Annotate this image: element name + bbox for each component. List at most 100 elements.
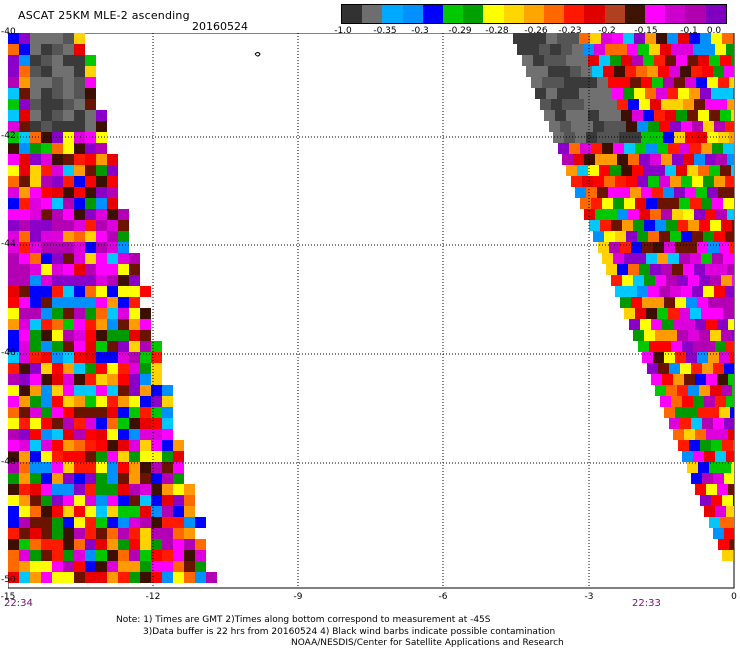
left-swath-cell xyxy=(19,253,30,264)
right-swath-cell xyxy=(662,319,673,330)
color-bar-swatch xyxy=(544,5,565,23)
left-swath-cell xyxy=(151,495,162,506)
left-swath-cell xyxy=(63,99,74,110)
left-swath-cell xyxy=(30,396,41,407)
left-swath-cell xyxy=(140,451,151,462)
right-swath-cell xyxy=(683,99,694,110)
right-swath-cell xyxy=(668,198,679,209)
right-swath-cell xyxy=(700,33,711,44)
left-swath-cell xyxy=(96,121,107,132)
color-bar-label: -0.3 xyxy=(411,26,429,36)
right-swath-cell xyxy=(689,88,700,99)
right-swath-cell xyxy=(693,451,704,462)
right-swath-cell xyxy=(711,440,722,451)
right-swath-cell xyxy=(535,33,546,44)
left-swath-cell xyxy=(107,396,118,407)
left-swath-cell xyxy=(85,132,96,143)
left-swath-cell xyxy=(140,330,151,341)
color-bar-swatch xyxy=(503,5,524,23)
left-swath-cell xyxy=(107,341,118,352)
color-bar-swatch xyxy=(463,5,484,23)
left-swath-cell xyxy=(96,264,107,275)
left-swath-cell xyxy=(74,231,85,242)
right-swath-cell xyxy=(721,330,732,341)
right-swath-cell xyxy=(727,209,734,220)
right-swath-cell xyxy=(719,242,730,253)
right-swath-cell xyxy=(599,165,610,176)
right-swath-cell xyxy=(633,330,644,341)
left-swath-cell xyxy=(41,44,52,55)
right-swath-cell xyxy=(655,220,666,231)
left-swath-cell xyxy=(19,572,30,583)
color-bar-label: -1.0 xyxy=(334,26,352,36)
right-swath-cell xyxy=(658,66,669,77)
left-swath-cell xyxy=(63,231,74,242)
left-swath-cell xyxy=(74,363,85,374)
left-swath-cell xyxy=(151,385,162,396)
left-swath-cell xyxy=(30,198,41,209)
left-swath-cell xyxy=(8,407,19,418)
left-swath-cell xyxy=(63,143,74,154)
left-swath-cell xyxy=(52,143,63,154)
right-swath-cell xyxy=(732,330,734,341)
right-swath-cell xyxy=(637,231,648,242)
left-swath-cell xyxy=(52,539,63,550)
left-swath-cell xyxy=(74,385,85,396)
left-swath-cell xyxy=(30,308,41,319)
right-swath-cell xyxy=(688,330,699,341)
left-swath xyxy=(8,33,217,583)
right-swath-cell xyxy=(623,33,634,44)
left-swath-cell xyxy=(8,198,19,209)
left-swath-cell xyxy=(107,165,118,176)
right-swath-cell xyxy=(713,363,724,374)
left-swath-cell xyxy=(184,572,195,583)
right-swath-cell xyxy=(575,132,586,143)
color-bar-swatch xyxy=(483,5,504,23)
left-swath-cell xyxy=(8,55,19,66)
right-swath-cell xyxy=(595,99,606,110)
left-swath-cell xyxy=(41,154,52,165)
right-swath-cell xyxy=(546,88,557,99)
left-swath-cell xyxy=(30,363,41,374)
left-swath-cell xyxy=(74,88,85,99)
left-swath-cell xyxy=(107,330,118,341)
left-swath-cell xyxy=(85,275,96,286)
left-swath-cell xyxy=(30,297,41,308)
right-swath-cell xyxy=(698,165,709,176)
left-swath-cell xyxy=(63,561,74,572)
left-swath-cell xyxy=(96,440,107,451)
right-swath-cell xyxy=(718,77,729,88)
left-swath-cell xyxy=(19,495,30,506)
left-swath-cell xyxy=(8,363,19,374)
right-swath-cell xyxy=(692,121,703,132)
right-swath-cell xyxy=(676,110,687,121)
right-swath-cell xyxy=(688,385,699,396)
left-swath-cell xyxy=(129,341,140,352)
right-swath-cell xyxy=(732,220,734,231)
right-swath-cell xyxy=(610,165,621,176)
left-swath-cell xyxy=(118,561,129,572)
left-swath-cell xyxy=(96,143,107,154)
left-swath-cell xyxy=(52,187,63,198)
left-swath-cell xyxy=(19,88,30,99)
right-swath-cell xyxy=(639,209,650,220)
right-swath-cell xyxy=(652,77,663,88)
left-swath-cell xyxy=(96,341,107,352)
left-swath-cell xyxy=(19,308,30,319)
right-swath-cell xyxy=(660,396,671,407)
left-swath-cell xyxy=(63,517,74,528)
left-swath-cell xyxy=(30,55,41,66)
right-swath-cell xyxy=(630,187,641,198)
right-swath-cell xyxy=(593,176,604,187)
left-swath-cell xyxy=(30,88,41,99)
left-swath-cell xyxy=(107,363,118,374)
right-swath-cell xyxy=(709,110,720,121)
left-swath-cell xyxy=(96,352,107,363)
left-swath-cell xyxy=(63,440,74,451)
left-swath-cell xyxy=(195,561,206,572)
right-swath-cell xyxy=(615,286,626,297)
lat-tick-label: -40 xyxy=(1,27,16,37)
left-swath-cell xyxy=(63,407,74,418)
left-swath-cell xyxy=(151,374,162,385)
right-swath-cell xyxy=(680,66,691,77)
